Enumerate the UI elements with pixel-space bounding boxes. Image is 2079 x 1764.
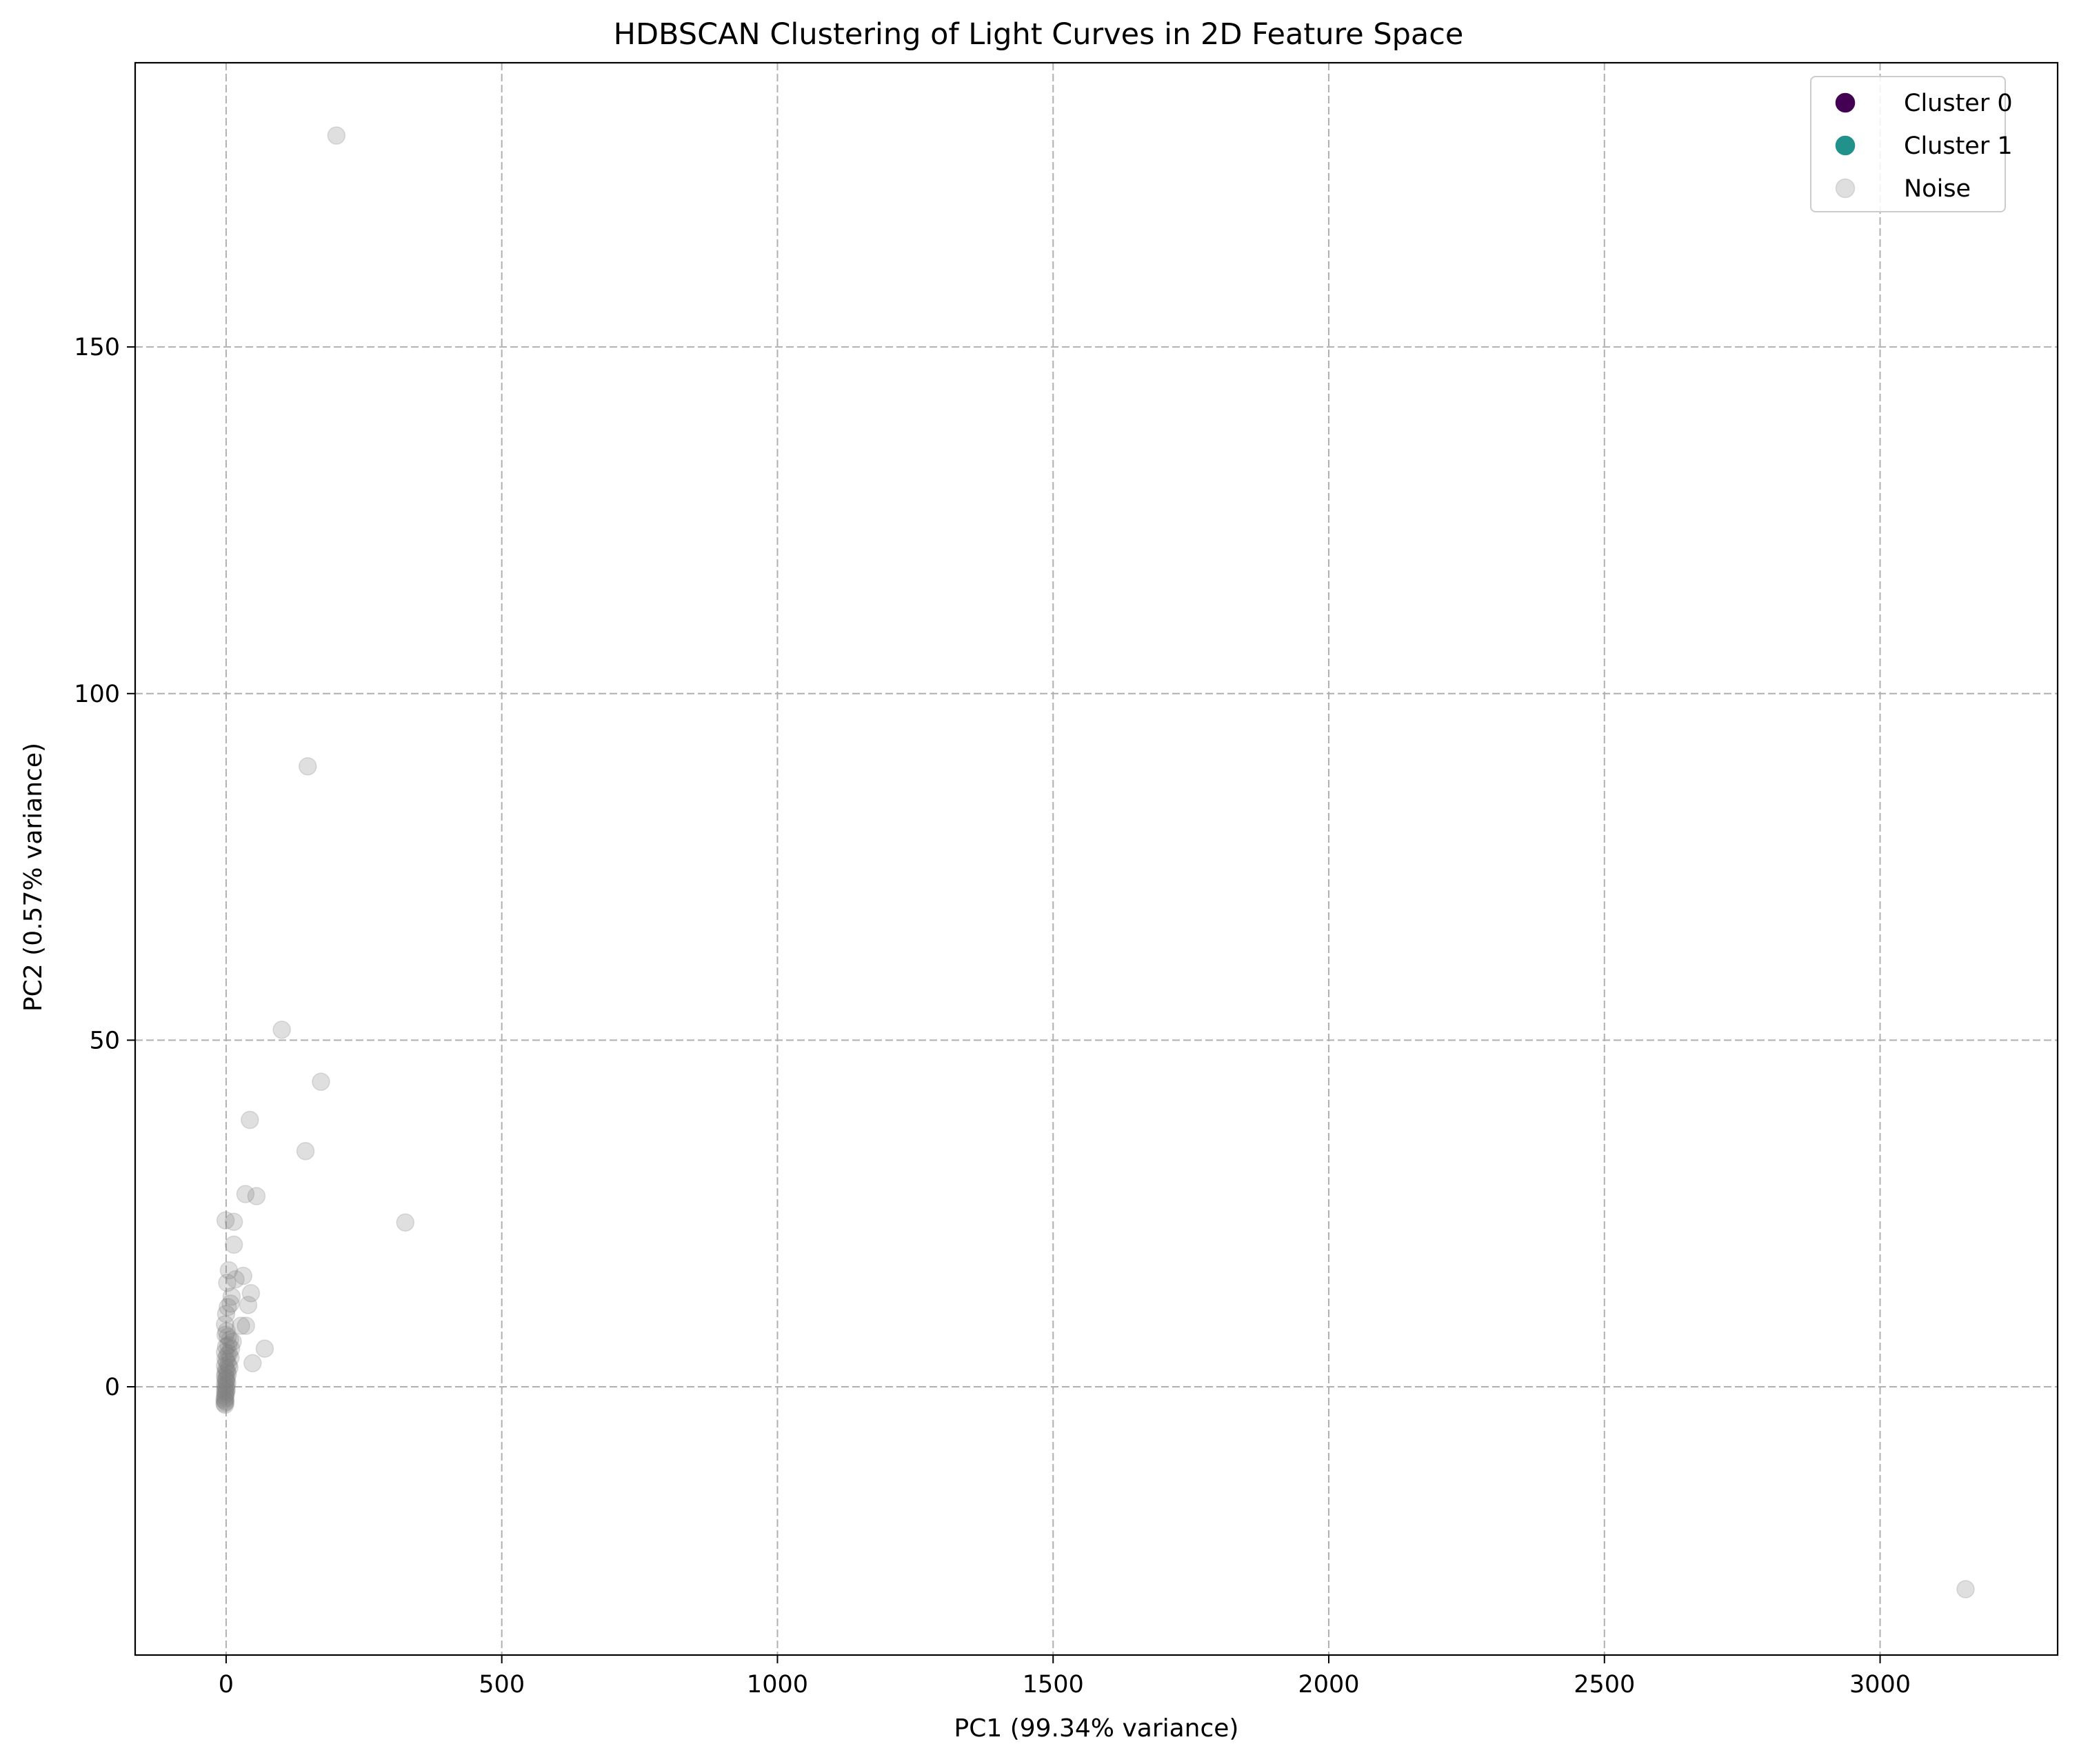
data-point <box>217 1376 236 1396</box>
data-point <box>327 126 346 145</box>
data-point <box>221 1330 239 1349</box>
data-point <box>216 1386 234 1405</box>
data-point <box>241 1110 259 1130</box>
data-point <box>221 1339 241 1358</box>
data-point <box>1956 1580 1975 1598</box>
legend-label: Noise <box>1904 175 1971 203</box>
data-point <box>220 1358 239 1377</box>
data-point <box>216 1375 234 1394</box>
data-point <box>219 1327 237 1346</box>
data-point <box>217 1380 236 1399</box>
data-point <box>216 1384 235 1403</box>
data-point <box>396 1213 415 1232</box>
data-point <box>247 1187 266 1205</box>
data-point <box>219 1365 237 1384</box>
data-point <box>216 1395 234 1414</box>
data-point <box>218 1346 237 1365</box>
data-point <box>216 1343 234 1361</box>
data-point <box>272 1021 291 1039</box>
data-point <box>216 1325 235 1344</box>
data-point <box>219 1355 238 1374</box>
legend-marker <box>1835 92 1856 113</box>
data-point <box>216 1350 235 1369</box>
x-tick-label: 2000 <box>1298 1671 1359 1698</box>
x-tick-label: 0 <box>219 1671 234 1698</box>
scatter-points <box>215 126 1975 1598</box>
data-point <box>219 1261 239 1280</box>
data-point <box>219 1336 238 1354</box>
data-point <box>217 1369 236 1388</box>
data-point <box>216 1392 235 1412</box>
data-point <box>223 1332 242 1351</box>
data-point <box>217 1383 236 1402</box>
data-point <box>217 1305 236 1323</box>
data-point <box>216 1367 234 1386</box>
data-point <box>216 1370 235 1390</box>
legend: Cluster 0 Cluster 1 Noise <box>1810 76 2013 212</box>
data-point <box>226 1270 245 1289</box>
legend-marker <box>1835 178 1856 199</box>
plot-frame <box>134 61 2059 1656</box>
data-point <box>216 1315 234 1334</box>
data-point <box>216 1211 235 1230</box>
data-point <box>217 1352 236 1372</box>
data-point <box>217 1337 236 1356</box>
y-axis-label: PC2 (0.57% variance) <box>19 743 48 1012</box>
legend-label: Cluster 0 <box>1904 90 2013 117</box>
data-point <box>215 1390 234 1409</box>
grid-lines <box>135 63 2058 1655</box>
y-tick-label: 150 <box>74 334 120 361</box>
data-point <box>216 1379 235 1398</box>
x-tick-label: 1500 <box>1023 1671 1084 1698</box>
data-point <box>221 1294 240 1313</box>
data-point <box>218 1273 237 1292</box>
x-tick-label: 500 <box>479 1671 525 1698</box>
x-axis-label: PC1 (99.34% variance) <box>954 1714 1239 1743</box>
data-point <box>221 1348 240 1367</box>
data-point <box>219 1298 237 1316</box>
y-tick-label: 100 <box>74 681 120 708</box>
data-point <box>218 1362 237 1381</box>
legend-box <box>1810 76 2006 212</box>
data-point <box>217 1322 236 1341</box>
data-point <box>296 1141 315 1161</box>
data-point <box>216 1388 235 1407</box>
data-point <box>312 1072 330 1091</box>
data-point <box>215 1394 234 1413</box>
data-point <box>217 1372 236 1391</box>
data-point <box>237 1316 255 1335</box>
data-point <box>299 757 317 776</box>
y-tick-label: 50 <box>89 1027 120 1054</box>
data-point <box>216 1391 234 1410</box>
x-tick-label: 3000 <box>1849 1671 1911 1698</box>
data-point <box>218 1374 237 1393</box>
data-point <box>255 1339 274 1358</box>
data-point <box>236 1185 255 1203</box>
legend-marker <box>1835 135 1856 156</box>
axis-ticks: 0 500 1000 1500 2000 2500 3000 0 50 100 150 <box>74 334 1911 1698</box>
chart-title: HDBSCAN Clustering of Light Curves in 2D… <box>614 17 1464 52</box>
x-tick-label: 1000 <box>747 1671 808 1698</box>
data-point <box>224 1235 243 1254</box>
legend-label: Cluster 1 <box>1904 132 2013 160</box>
data-point <box>239 1296 258 1314</box>
data-point <box>216 1381 234 1401</box>
data-point <box>234 1266 252 1285</box>
data-point <box>224 1212 243 1231</box>
data-point <box>243 1354 262 1373</box>
data-point <box>216 1356 234 1376</box>
data-point <box>241 1284 261 1303</box>
data-point <box>217 1360 236 1379</box>
data-point <box>219 1344 239 1363</box>
y-tick-label: 0 <box>105 1374 120 1401</box>
data-point <box>222 1287 241 1306</box>
x-tick-label: 2500 <box>1574 1671 1635 1698</box>
data-point <box>232 1316 250 1335</box>
data-point <box>216 1363 235 1383</box>
